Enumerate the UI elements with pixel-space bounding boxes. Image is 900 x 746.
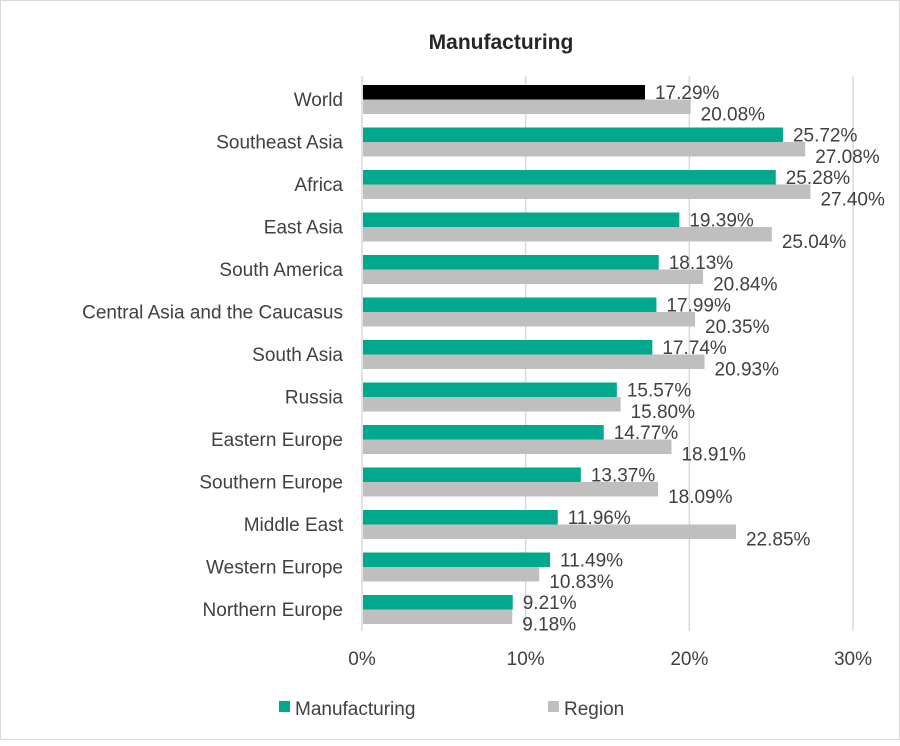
category-label: South America — [219, 260, 343, 281]
data-label-manufacturing: 17.29% — [655, 83, 720, 104]
legend: Manufacturing Region — [279, 699, 624, 720]
bar-region — [363, 142, 806, 157]
data-label-manufacturing: 11.96% — [568, 508, 631, 529]
data-label-manufacturing: 19.39% — [689, 211, 754, 232]
data-label-manufacturing: 17.99% — [666, 296, 731, 317]
bar-manufacturing — [363, 595, 513, 610]
data-label-region: 10.83% — [549, 572, 614, 593]
category-label: World — [294, 90, 343, 111]
category-label: Middle East — [244, 515, 344, 536]
category-label: Western Europe — [206, 558, 343, 579]
data-label-region: 20.84% — [713, 275, 778, 296]
bar-manufacturing — [363, 467, 581, 482]
bar-manufacturing — [363, 510, 558, 525]
bar-manufacturing — [363, 340, 653, 355]
bar-manufacturing — [363, 425, 604, 440]
bar-region — [363, 482, 659, 497]
category-label: Southern Europe — [199, 473, 343, 494]
bar-region — [363, 312, 696, 327]
data-label-manufacturing: 18.13% — [669, 253, 734, 274]
category-label: East Asia — [264, 218, 344, 239]
data-label-region: 18.91% — [681, 445, 746, 466]
category-label: Africa — [294, 175, 343, 196]
data-label-region: 9.18% — [522, 615, 576, 636]
data-label-region: 20.93% — [715, 360, 780, 381]
bar-region — [363, 354, 705, 369]
data-label-region: 20.35% — [705, 317, 770, 338]
data-label-region: 25.04% — [782, 232, 847, 253]
bar-region — [363, 397, 621, 412]
x-tick-label: 20% — [670, 649, 708, 670]
bar-manufacturing — [363, 297, 657, 312]
data-label-manufacturing: 15.57% — [627, 381, 692, 402]
data-label-manufacturing: 9.21% — [523, 593, 577, 614]
category-label: Southeast Asia — [216, 133, 343, 154]
x-tick-label: 0% — [348, 649, 376, 670]
bar-region — [363, 567, 540, 582]
bar-region — [363, 439, 672, 454]
data-label-region: 18.09% — [668, 487, 733, 508]
x-tick-label: 10% — [507, 649, 545, 670]
legend-label-manufacturing: Manufacturing — [295, 699, 415, 720]
category-label: Russia — [285, 388, 344, 409]
data-label-region: 22.85% — [746, 530, 811, 551]
bar-region — [363, 609, 513, 624]
category-label: Northern Europe — [203, 600, 343, 621]
x-tick-label: 30% — [834, 649, 872, 670]
data-label-manufacturing: 25.28% — [786, 168, 851, 189]
category-label: Central Asia and the Caucasus — [82, 303, 343, 324]
legend-swatch-manufacturing — [279, 701, 290, 712]
data-label-manufacturing: 11.49% — [560, 551, 623, 572]
bar-manufacturing — [363, 85, 645, 100]
x-axis-ticks: 0% 10% 20% 30% — [348, 649, 872, 670]
bar-manufacturing — [363, 552, 551, 567]
bars: 17.29%20.08% 25.72%27.08%25.28%27.40% 19.3… — [363, 83, 885, 636]
data-label-manufacturing: 17.74% — [662, 338, 727, 359]
bar-manufacturing — [363, 212, 680, 227]
category-labels: World Southeast Asia Africa East Asia South … — [82, 90, 344, 621]
bar-region — [363, 184, 811, 199]
data-label-region: 27.40% — [820, 190, 885, 211]
data-label-manufacturing: 25.72% — [793, 126, 858, 147]
data-label-manufacturing: 14.77% — [614, 423, 679, 444]
data-label-region: 15.80% — [631, 402, 696, 423]
bar-manufacturing — [363, 255, 659, 270]
legend-label-region: Region — [564, 699, 624, 720]
category-label: South Asia — [252, 345, 343, 366]
bar-manufacturing — [363, 382, 617, 397]
bar-region — [363, 524, 736, 539]
bar-manufacturing — [363, 170, 776, 185]
data-label-region: 27.08% — [815, 147, 880, 168]
bar-region — [363, 227, 772, 242]
chart-title: Manufacturing — [429, 31, 574, 54]
bar-region — [363, 269, 704, 284]
legend-swatch-region — [548, 701, 559, 712]
bar-region — [363, 99, 691, 114]
category-label: Eastern Europe — [211, 430, 343, 451]
data-label-manufacturing: 13.37% — [591, 466, 656, 487]
bar-manufacturing — [363, 127, 783, 142]
data-label-region: 20.08% — [701, 105, 766, 126]
